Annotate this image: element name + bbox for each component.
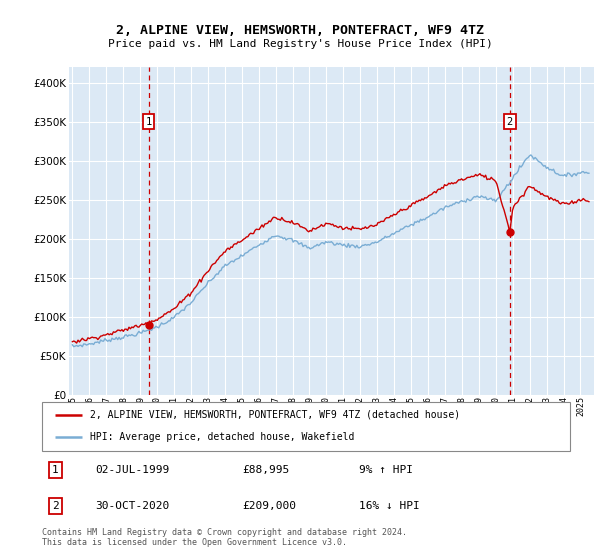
Text: 02-JUL-1999: 02-JUL-1999: [95, 465, 169, 475]
Text: 16% ↓ HPI: 16% ↓ HPI: [359, 501, 419, 511]
Text: 2, ALPINE VIEW, HEMSWORTH, PONTEFRACT, WF9 4TZ (detached house): 2, ALPINE VIEW, HEMSWORTH, PONTEFRACT, W…: [89, 410, 460, 420]
Text: 2: 2: [507, 117, 513, 127]
Text: 1: 1: [52, 465, 59, 475]
Text: 2: 2: [52, 501, 59, 511]
Text: 30-OCT-2020: 30-OCT-2020: [95, 501, 169, 511]
Text: HPI: Average price, detached house, Wakefield: HPI: Average price, detached house, Wake…: [89, 432, 354, 442]
Text: 2, ALPINE VIEW, HEMSWORTH, PONTEFRACT, WF9 4TZ: 2, ALPINE VIEW, HEMSWORTH, PONTEFRACT, W…: [116, 24, 484, 36]
Text: 1: 1: [145, 117, 152, 127]
Text: £88,995: £88,995: [242, 465, 290, 475]
Text: 9% ↑ HPI: 9% ↑ HPI: [359, 465, 413, 475]
Text: £209,000: £209,000: [242, 501, 296, 511]
Text: Contains HM Land Registry data © Crown copyright and database right 2024.
This d: Contains HM Land Registry data © Crown c…: [42, 528, 407, 547]
FancyBboxPatch shape: [42, 402, 570, 451]
Text: Price paid vs. HM Land Registry's House Price Index (HPI): Price paid vs. HM Land Registry's House …: [107, 39, 493, 49]
